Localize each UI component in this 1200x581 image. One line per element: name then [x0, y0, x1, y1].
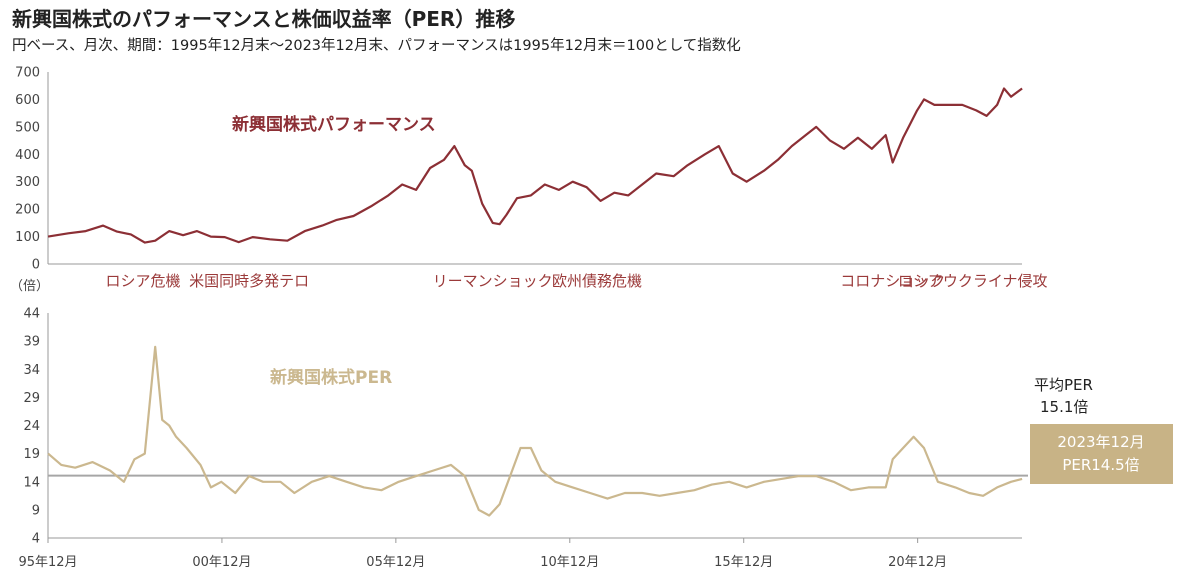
per-y-tick-label: 14: [23, 475, 40, 490]
per-series: [47, 345, 1023, 517]
event-label: ロシア危機: [106, 272, 181, 290]
per-y-tick-label: 29: [23, 391, 40, 406]
per-x-tick-label: 15年12月: [714, 555, 773, 570]
performance-y-tick-label: 300: [15, 175, 40, 190]
per-y-tick-label: 24: [23, 419, 40, 434]
average-per-value: 15.1倍: [1040, 398, 1088, 416]
current-per-badge-date: 2023年12月: [1057, 433, 1144, 451]
current-per-badge: [1030, 424, 1173, 484]
event-labels: ロシア危機 米国同時多発テロ リーマンショック 欧州債務危機 コロナショックロシアウクラ…: [106, 272, 1048, 290]
per-y-tick-label: 4: [32, 532, 40, 547]
performance-line: [47, 87, 1023, 244]
event-label: 欧州債務危機: [552, 272, 642, 290]
performance-series: [47, 87, 1023, 244]
performance-y-tick-label: 600: [15, 93, 40, 108]
performance-y-tick-label: 500: [15, 120, 40, 135]
performance-y-tick-label: 200: [15, 203, 40, 218]
current-per-badge-value: PER14.5倍: [1062, 456, 1139, 474]
event-label: 米国同時多発テロ: [189, 272, 309, 290]
per-series-label: 新興国株式PER: [270, 367, 392, 388]
average-per-label: 平均PER: [1034, 376, 1093, 394]
per-y-tick-label: 39: [23, 335, 40, 350]
per-line: [47, 345, 1023, 517]
performance-axes: 0 100 200 300 400 500 600 700: [15, 66, 1022, 273]
performance-y-tick-label: 100: [15, 230, 40, 245]
per-x-tick-label: 05年12月: [366, 555, 425, 570]
performance-y-tick-label: 400: [15, 148, 40, 163]
per-y-axis-unit: （倍）: [10, 279, 49, 294]
event-label: ロシアウクライナ侵攻: [898, 272, 1048, 290]
per-y-tick-label: 19: [23, 447, 40, 462]
per-axes: 4 9 14 19 24 29 34 39 44 95年12月 00年12月 05年12月 10年12月…: [18, 307, 1022, 570]
chart-title: 新興国株式のパフォーマンスと株価収益率（PER）推移: [12, 7, 515, 31]
per-x-tick-label: 00年12月: [192, 555, 251, 570]
per-x-tick-label: 95年12月: [18, 555, 77, 570]
event-label: コロナショック: [840, 272, 945, 290]
per-y-tick-label: 9: [32, 503, 40, 518]
performance-y-tick-label: 0: [32, 258, 40, 273]
chart-subtitle: 円ベース、月次、期間：1995年12月末～2023年12月末、パフォーマンスは1…: [12, 37, 741, 54]
performance-series-label: 新興国株式パフォーマンス: [232, 114, 436, 135]
per-x-tick-label: 20年12月: [888, 555, 947, 570]
event-label: リーマンショック: [433, 272, 553, 290]
per-x-tick-label: 10年12月: [540, 555, 599, 570]
performance-y-tick-label: 700: [15, 66, 40, 81]
per-y-tick-label: 34: [23, 363, 40, 378]
per-y-tick-label: 44: [23, 307, 40, 322]
